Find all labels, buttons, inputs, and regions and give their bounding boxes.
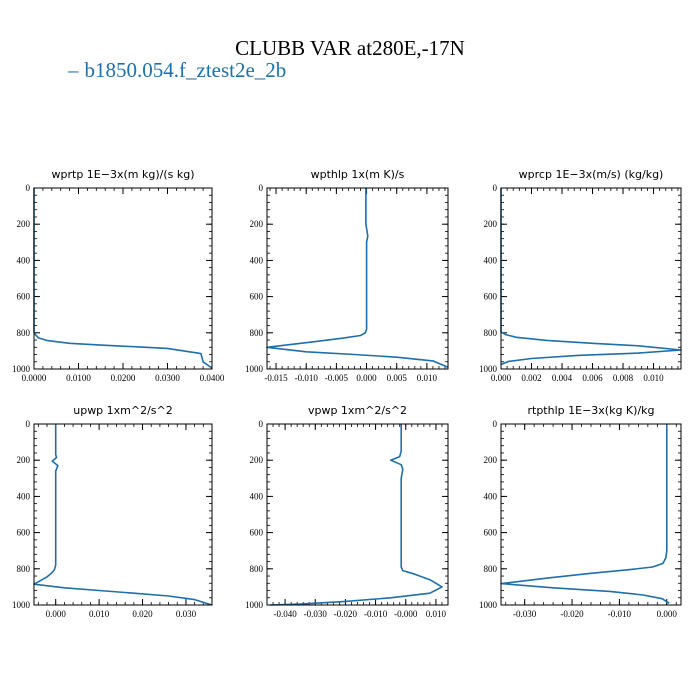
series-line-1: [500, 188, 682, 366]
chart-panel-3: wprcp 1E−3x(m/s) (kg/kg) 0.000 0.002 0.004 0…: [479, 168, 682, 383]
plot-frame: [33, 187, 213, 370]
series-line-1: [266, 188, 449, 368]
y-tick-label: 1000: [12, 364, 31, 374]
chart-title: vpwp 1xm^2/s^2: [308, 404, 407, 417]
x-tick-label: -0.005: [325, 373, 349, 383]
legend-label: b1850.054.f_ztest2e_2b: [84, 58, 287, 82]
y-tick-label: 400: [484, 491, 498, 501]
x-tick-label: -0.010: [295, 373, 319, 383]
x-tick-label: 0.002: [521, 373, 541, 383]
chart-title: wpthlp 1x(m K)/s: [311, 168, 405, 181]
chart-panel-4: upwp 1xm^2/s^2 0.000 0.010 0.020 0.030 0 200 40…: [12, 404, 213, 619]
y-tick-label: 600: [17, 292, 31, 302]
y-tick-label: 1000: [245, 364, 264, 374]
chart-panel-6: rtpthlp 1E−3x(kg K)/kg -0.030 -0.020 -0.010…: [479, 404, 682, 619]
y-tick-label: 400: [484, 255, 498, 265]
chart-panel-2: wpthlp 1x(m K)/s -0.015 -0.010 -0.005 0.000 0…: [245, 168, 449, 383]
y-tick-label: 200: [484, 455, 498, 465]
y-tick-label: 600: [250, 528, 264, 538]
y-tick-label: 1000: [245, 600, 264, 610]
chart-title: upwp 1xm^2/s^2: [73, 404, 173, 417]
y-tick-label: 200: [250, 455, 264, 465]
y-tick-label: 400: [250, 491, 264, 501]
x-tick-label: -0.015: [264, 373, 288, 383]
y-tick-label: 200: [17, 455, 31, 465]
series-line-1: [269, 424, 443, 606]
plot-frame: [33, 423, 213, 606]
x-tick-label: 0.0300: [155, 373, 180, 383]
x-tick-label: 0.0100: [66, 373, 91, 383]
x-tick-label: -0.020: [560, 609, 584, 619]
y-tick-label: 0: [493, 419, 498, 429]
y-tick-label: 600: [250, 292, 264, 302]
x-tick-label: 0.000: [491, 373, 512, 383]
x-tick-label: 0.005: [387, 373, 408, 383]
y-tick-label: 400: [250, 255, 264, 265]
series-line-1: [33, 424, 213, 606]
chart-panel-5: vpwp 1xm^2/s^2 -0.040 -0.030 -0.020 -0.010 -0…: [245, 404, 449, 619]
chart-title: wprtp 1E−3x(m kg)/(s kg): [52, 168, 195, 181]
x-tick-label: -0.040: [273, 609, 297, 619]
y-tick-label: 1000: [12, 600, 31, 610]
series-line-1: [500, 424, 670, 604]
chart-panel-1: wprtp 1E−3x(m kg)/(s kg) 0.0000 0.0100 0.02…: [12, 168, 225, 383]
x-tick-label: 0.0000: [22, 373, 47, 383]
y-tick-label: 800: [484, 564, 498, 574]
x-tick-label: -0.010: [364, 609, 388, 619]
x-tick-label: 0.000: [657, 609, 678, 619]
y-tick-label: 0: [259, 183, 264, 193]
legend-line-icon: –: [68, 58, 79, 82]
x-tick-label: 0.030: [176, 609, 197, 619]
x-tick-label: 0.000: [356, 373, 377, 383]
y-tick-label: 200: [484, 219, 498, 229]
x-tick-label: 0.000: [46, 609, 67, 619]
y-tick-label: 0: [26, 183, 31, 193]
y-tick-label: 800: [17, 328, 31, 338]
x-tick-label: -0.020: [334, 609, 358, 619]
plot-frame: [266, 423, 449, 606]
series-line-1: [33, 188, 213, 369]
y-tick-label: 1000: [479, 364, 498, 374]
chart-title: wprcp 1E−3x(m/s) (kg/kg): [519, 168, 664, 181]
y-tick-label: 600: [484, 528, 498, 538]
x-tick-label: 0.010: [643, 373, 664, 383]
x-tick-label: -0.000: [394, 609, 418, 619]
y-tick-label: 0: [493, 183, 498, 193]
legend: – b1850.054.f_ztest2e_2b: [68, 58, 286, 83]
y-tick-label: 600: [484, 292, 498, 302]
y-tick-label: 0: [259, 419, 264, 429]
x-tick-label: 0.010: [426, 609, 447, 619]
chart-title: rtpthlp 1E−3x(kg K)/kg: [527, 404, 654, 417]
y-tick-label: 600: [17, 528, 31, 538]
x-tick-label: 0.010: [417, 373, 438, 383]
x-tick-label: 0.008: [613, 373, 634, 383]
x-tick-label: -0.030: [513, 609, 537, 619]
y-tick-label: 800: [484, 328, 498, 338]
page-title: CLUBB VAR at280E,-17N: [235, 36, 465, 60]
x-tick-label: 0.020: [132, 609, 153, 619]
y-tick-label: 200: [250, 219, 264, 229]
y-tick-label: 800: [17, 564, 31, 574]
plot-frame: [500, 423, 682, 606]
y-tick-label: 800: [250, 328, 264, 338]
y-tick-label: 400: [17, 255, 31, 265]
y-tick-label: 800: [250, 564, 264, 574]
y-tick-label: 0: [26, 419, 31, 429]
x-tick-label: 0.0200: [111, 373, 136, 383]
y-tick-label: 1000: [479, 600, 498, 610]
x-tick-label: -0.030: [304, 609, 328, 619]
plot-frame: [266, 187, 449, 370]
x-tick-label: 0.010: [89, 609, 110, 619]
x-tick-label: 0.004: [552, 373, 573, 383]
x-tick-label: -0.010: [608, 609, 632, 619]
y-tick-label: 200: [17, 219, 31, 229]
x-tick-label: 0.006: [582, 373, 603, 383]
plot-frame: [500, 187, 682, 370]
x-tick-label: 0.0400: [200, 373, 225, 383]
y-tick-label: 400: [17, 491, 31, 501]
